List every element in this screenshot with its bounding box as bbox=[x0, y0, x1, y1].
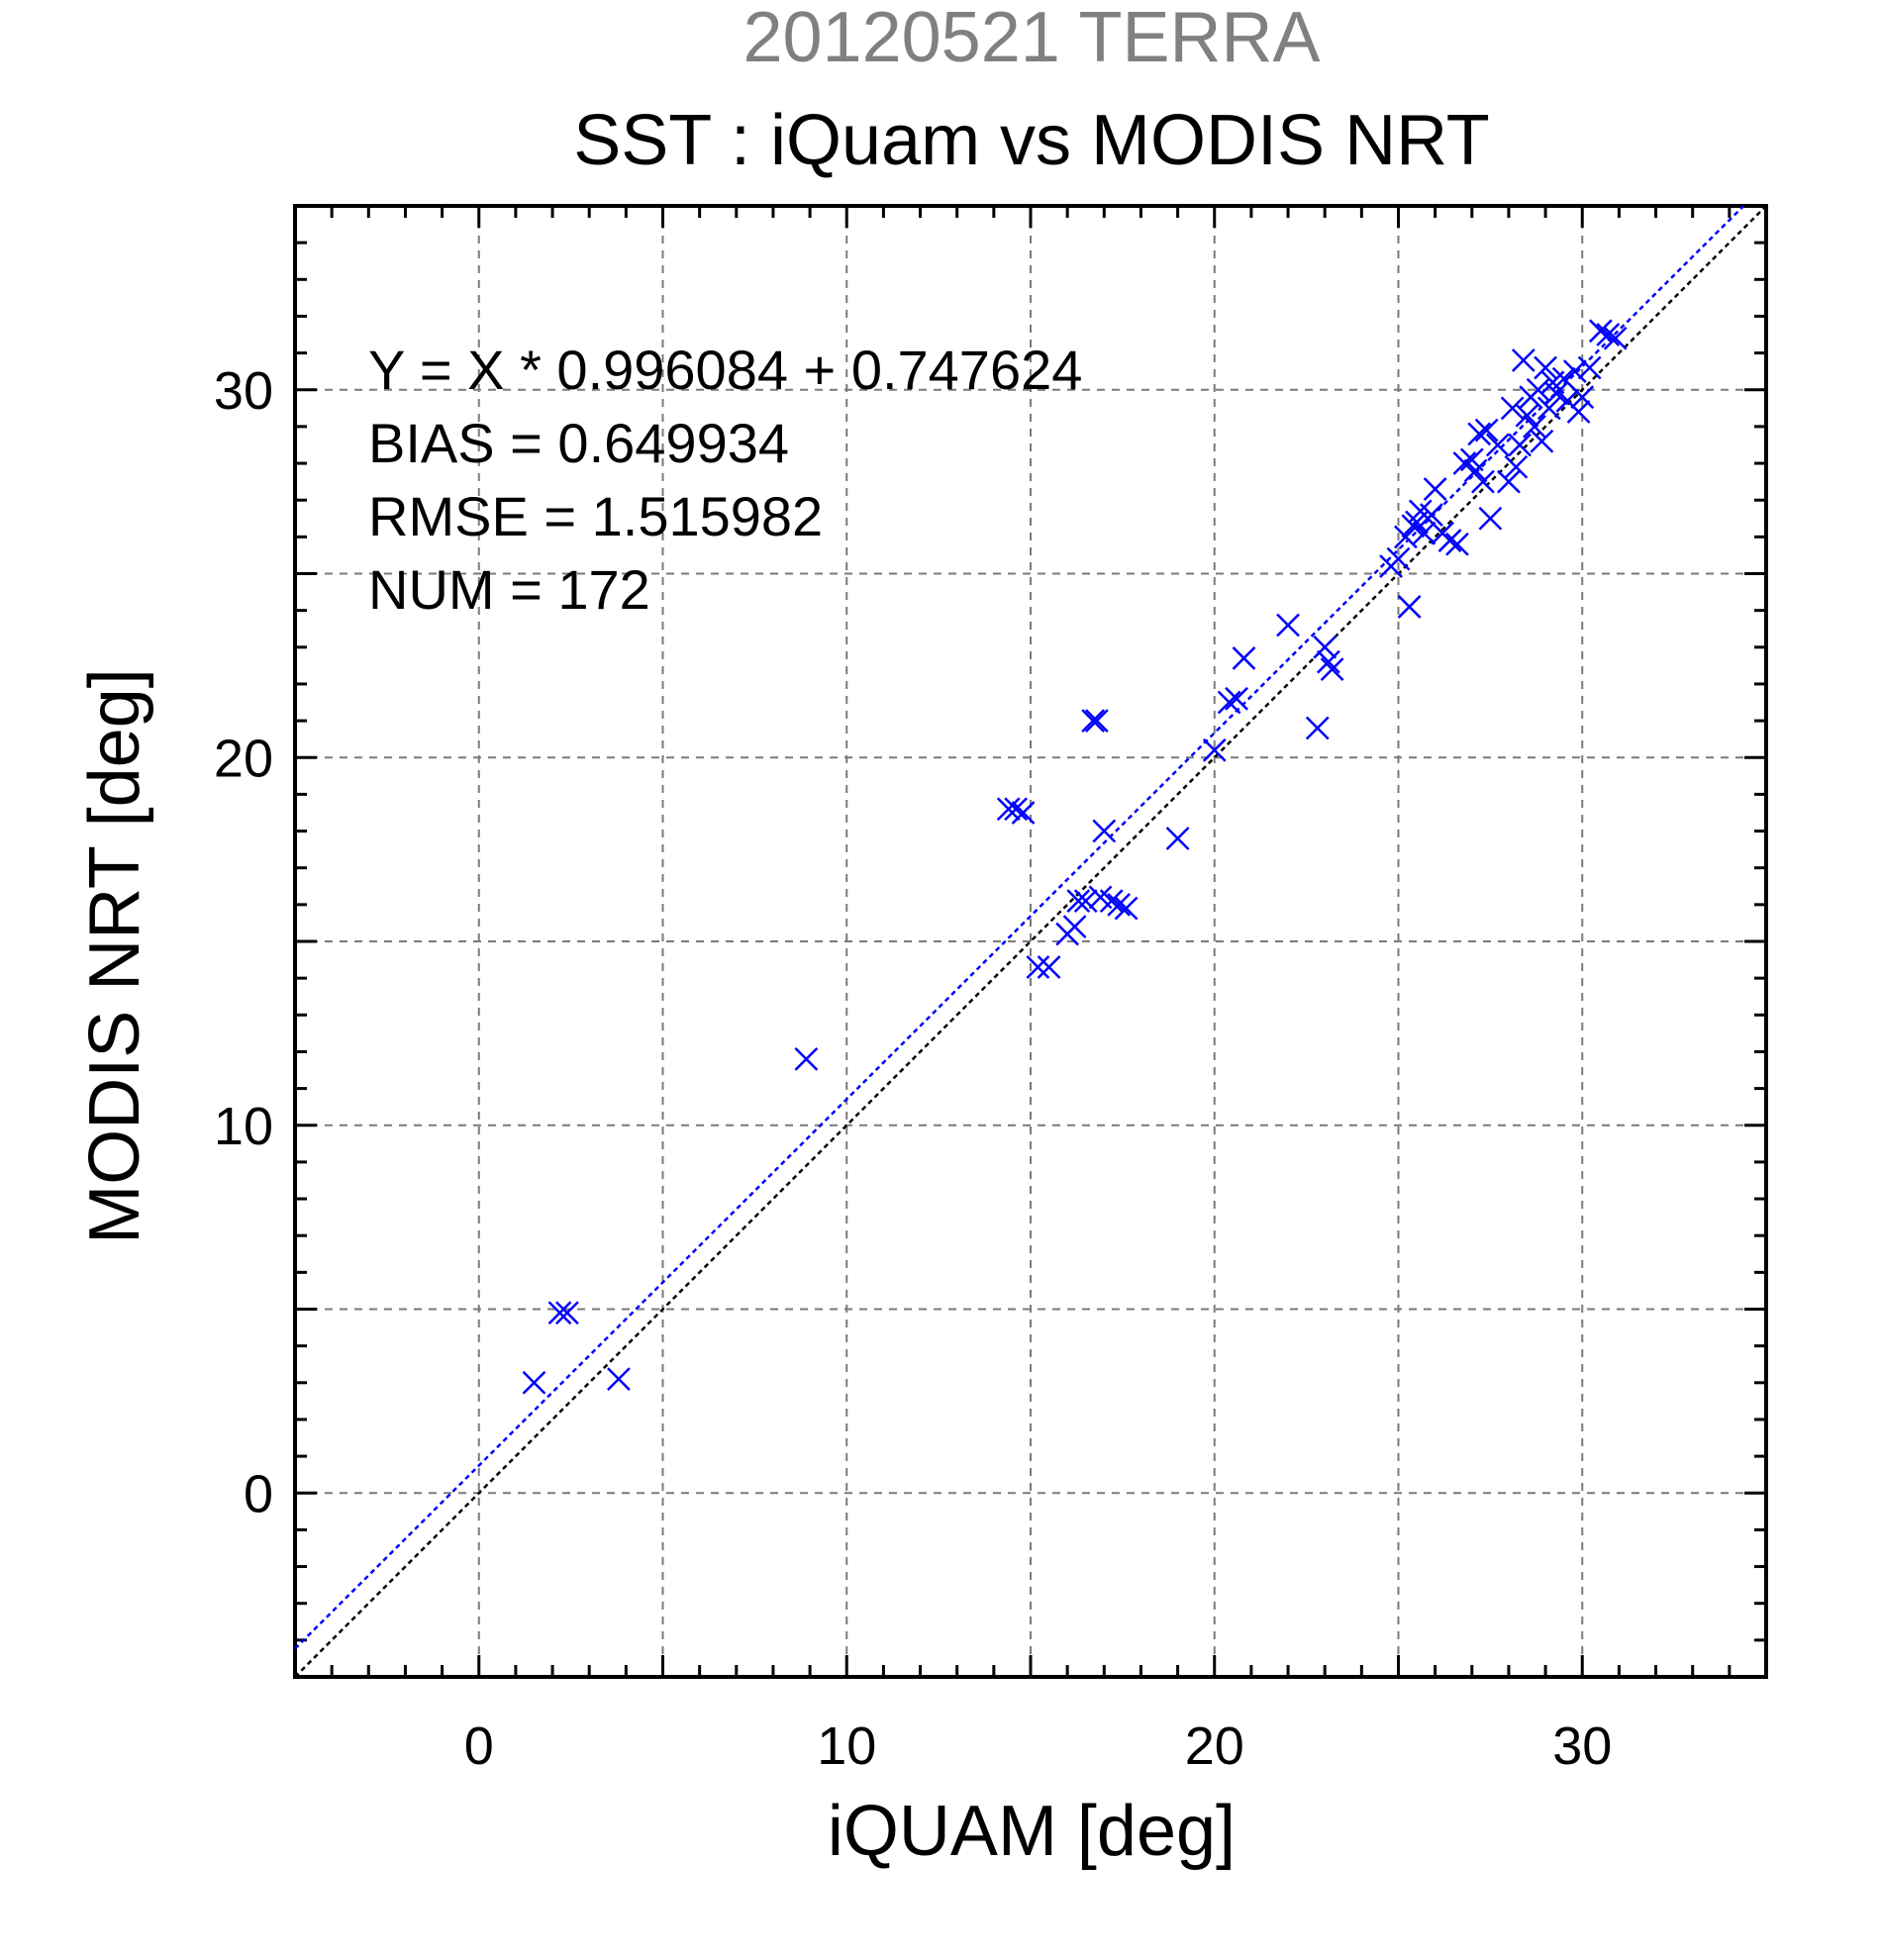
data-point bbox=[1526, 377, 1550, 402]
data-point bbox=[1570, 385, 1595, 410]
data-point bbox=[1566, 400, 1591, 424]
data-point bbox=[1562, 359, 1587, 384]
data-point bbox=[1037, 955, 1061, 979]
y-tick-label: 0 bbox=[244, 1464, 273, 1523]
data-point bbox=[547, 1301, 572, 1325]
stats-annotation: Y = X * 0.996084 + 0.747624 BIAS = 0.649… bbox=[368, 339, 1082, 621]
data-point bbox=[1485, 433, 1510, 457]
x-tick-label: 20 bbox=[1185, 1716, 1244, 1776]
data-point bbox=[1397, 595, 1422, 619]
data-point bbox=[1313, 635, 1337, 659]
data-point bbox=[1232, 646, 1256, 670]
data-point bbox=[1317, 649, 1340, 674]
data-point bbox=[1276, 613, 1300, 637]
rmse-value: RMSE = 1.515982 bbox=[368, 485, 823, 547]
data-point bbox=[1092, 819, 1117, 843]
data-point bbox=[1497, 469, 1521, 494]
data-point bbox=[1577, 355, 1602, 380]
data-point bbox=[1544, 381, 1569, 406]
tick-labels: 0 10 20 30 0 10 20 30 bbox=[214, 361, 1612, 1776]
data-point bbox=[1534, 355, 1557, 380]
y-tick-label: 20 bbox=[214, 729, 273, 788]
data-point bbox=[1066, 889, 1091, 914]
data-point bbox=[1114, 896, 1138, 921]
data-point bbox=[1386, 546, 1411, 571]
data-point bbox=[1202, 737, 1227, 762]
x-tick-label: 10 bbox=[817, 1716, 876, 1776]
y-tick-label: 30 bbox=[214, 361, 273, 421]
data-point bbox=[1504, 454, 1529, 479]
data-point bbox=[1217, 690, 1241, 715]
data-point bbox=[794, 1046, 819, 1071]
x-axis-label: iQUAM [deg] bbox=[828, 1792, 1236, 1871]
y-axis-label: MODIS NRT [deg] bbox=[75, 668, 154, 1244]
data-point bbox=[522, 1370, 546, 1395]
data-point bbox=[1452, 451, 1477, 475]
bias-value: BIAS = 0.649934 bbox=[368, 412, 789, 474]
data-point bbox=[1004, 797, 1029, 822]
plot-area-frame bbox=[293, 204, 1768, 1679]
data-point bbox=[1437, 529, 1462, 552]
data-point bbox=[1474, 418, 1499, 442]
data-point bbox=[607, 1367, 631, 1391]
data-point bbox=[1026, 955, 1050, 979]
data-point bbox=[1107, 892, 1132, 917]
y-tick-label: 10 bbox=[214, 1097, 273, 1156]
chart-supertitle: 20120521 TERRA bbox=[742, 0, 1320, 77]
data-point bbox=[1305, 716, 1330, 740]
data-point bbox=[1588, 319, 1613, 343]
num-value: NUM = 172 bbox=[368, 558, 650, 621]
data-point bbox=[1508, 433, 1532, 457]
data-point bbox=[1412, 521, 1436, 545]
data-point bbox=[1099, 889, 1124, 914]
data-point bbox=[1394, 525, 1418, 549]
data-point bbox=[996, 797, 1021, 822]
data-point bbox=[1463, 458, 1488, 483]
data-points bbox=[522, 319, 1628, 1395]
regression-equation: Y = X * 0.996084 + 0.747624 bbox=[368, 339, 1082, 401]
data-point bbox=[1081, 709, 1106, 733]
data-point bbox=[1445, 532, 1469, 556]
data-point bbox=[1596, 323, 1621, 346]
regression-line bbox=[294, 205, 1745, 1650]
data-point bbox=[1011, 801, 1036, 825]
reference-lines bbox=[294, 205, 1767, 1678]
data-point bbox=[1084, 709, 1109, 733]
data-point bbox=[1515, 403, 1539, 428]
x-tick-label: 0 bbox=[464, 1716, 494, 1776]
data-point bbox=[1530, 429, 1554, 453]
data-point bbox=[1536, 396, 1561, 421]
data-point bbox=[1500, 396, 1525, 421]
data-point bbox=[1523, 415, 1546, 439]
data-point bbox=[1511, 348, 1535, 372]
data-point bbox=[1225, 686, 1248, 711]
grid bbox=[295, 206, 1766, 1677]
chart-title: SST : iQuam vs MODIS NRT bbox=[573, 101, 1490, 180]
data-point bbox=[1420, 503, 1443, 527]
data-point bbox=[1603, 326, 1628, 350]
data-point bbox=[1551, 366, 1576, 391]
x-tick-label: 30 bbox=[1552, 1716, 1612, 1776]
data-point bbox=[1423, 477, 1447, 501]
data-point bbox=[555, 1301, 579, 1325]
data-point bbox=[1478, 506, 1503, 531]
data-point bbox=[1471, 469, 1495, 494]
data-point bbox=[1062, 915, 1087, 939]
data-point bbox=[1165, 827, 1190, 850]
data-point bbox=[1467, 422, 1492, 446]
data-point bbox=[1073, 889, 1098, 914]
data-point bbox=[1320, 657, 1344, 681]
